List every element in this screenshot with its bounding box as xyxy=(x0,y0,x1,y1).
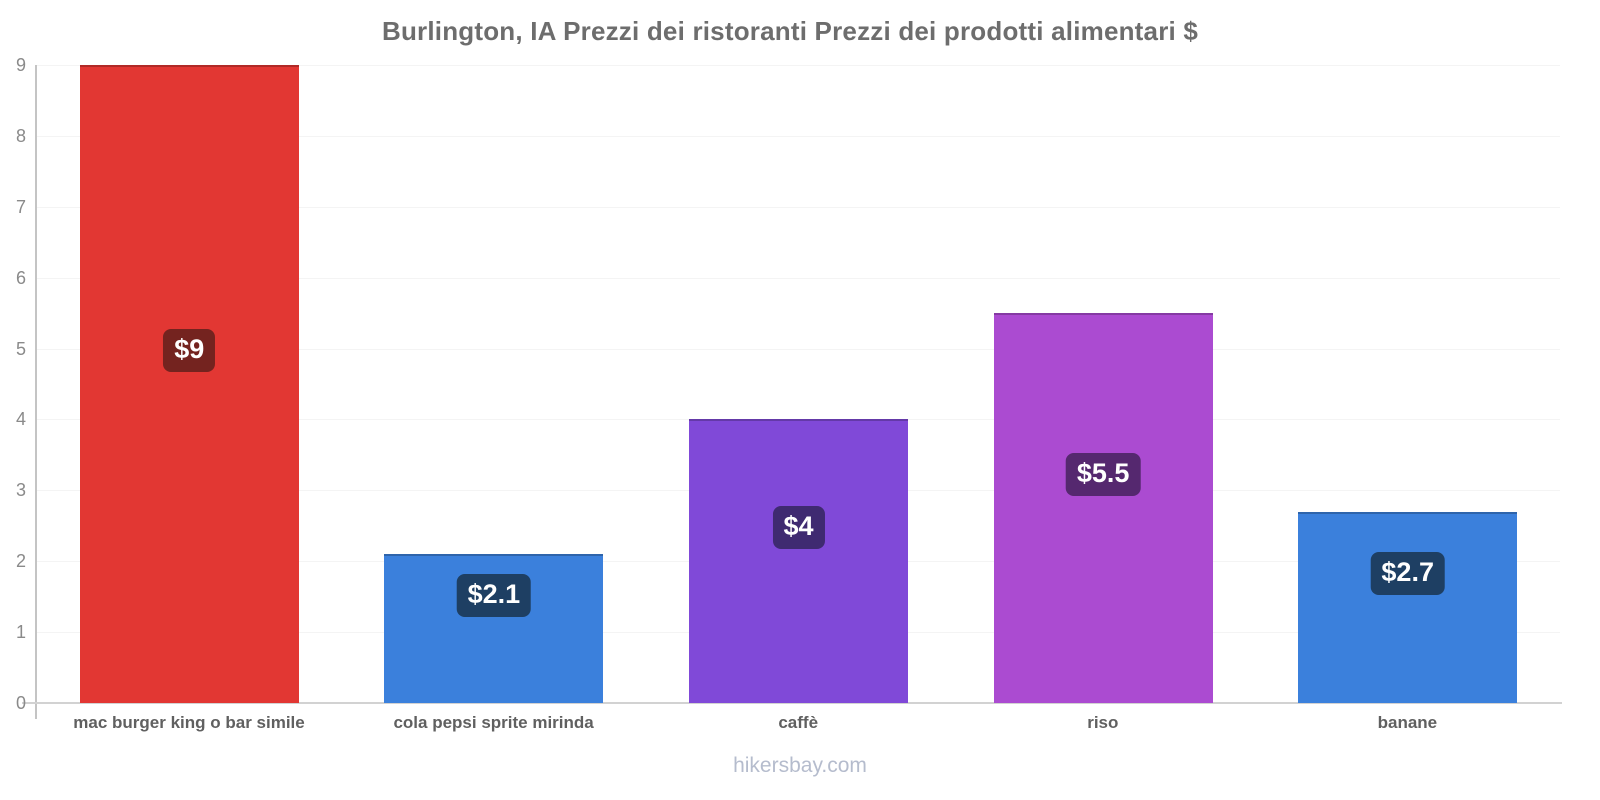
y-tick-label: 0 xyxy=(15,693,26,713)
bar-banane[interactable]: $2.7 xyxy=(1298,511,1518,703)
gridline xyxy=(37,348,1560,350)
x-category-label: cola pepsi sprite mirinda xyxy=(393,713,594,732)
y-tick-label: 7 xyxy=(15,196,26,217)
x-axis-line xyxy=(22,702,1562,704)
bar-mac-burger-king-o-bar-simile[interactable]: $9 xyxy=(79,65,299,703)
bar-cola-pepsi-sprite-mirinda[interactable]: $2.1 xyxy=(384,554,604,703)
bar-value-badge: $2.1 xyxy=(456,573,532,617)
y-tick-label: 8 xyxy=(15,125,26,146)
gridline xyxy=(37,135,1560,137)
x-category-label: caffè xyxy=(778,713,819,732)
x-category-label: banane xyxy=(1377,713,1438,732)
y-tick-label: 9 xyxy=(15,55,26,75)
x-category-label: mac burger king o bar simile xyxy=(73,713,305,732)
y-tick-label: 5 xyxy=(15,338,26,359)
y-tick-label: 2 xyxy=(15,551,26,572)
bar-riso[interactable]: $5.5 xyxy=(993,313,1213,703)
bar-value-badge: $5.5 xyxy=(1065,453,1141,497)
gridline xyxy=(37,206,1560,208)
bar-caffè[interactable]: $4 xyxy=(689,419,908,703)
y-axis-line xyxy=(35,65,37,719)
bar-value-badge: $2.7 xyxy=(1370,552,1445,596)
gridline xyxy=(37,65,1560,66)
y-tick-label: 3 xyxy=(15,480,26,501)
y-tick-label: 4 xyxy=(15,409,26,430)
x-category-label: riso xyxy=(1087,713,1119,732)
y-tick-label: 6 xyxy=(15,267,26,288)
footer-watermark: hikersbay.com xyxy=(733,754,867,777)
y-tick-label: 1 xyxy=(15,622,26,643)
gridline xyxy=(37,277,1560,279)
bar-value-badge: $4 xyxy=(772,506,825,550)
chart-title: Burlington, IA Prezzi dei ristoranti Pre… xyxy=(381,16,1199,46)
bar-value-badge: $9 xyxy=(163,329,216,372)
